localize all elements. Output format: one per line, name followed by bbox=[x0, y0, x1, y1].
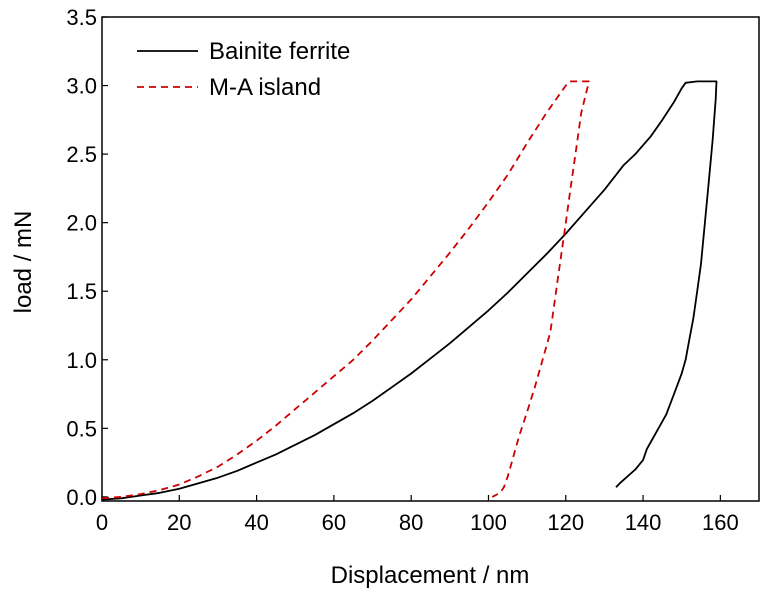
legend-label: M-A island bbox=[209, 74, 321, 101]
x-tick-label: 140 bbox=[625, 510, 662, 535]
y-tick-label: 0.0 bbox=[66, 485, 97, 510]
y-tick-label: 0.5 bbox=[66, 416, 97, 441]
y-tick-label: 2.0 bbox=[66, 211, 97, 236]
x-tick-label: 160 bbox=[702, 510, 739, 535]
y-axis-ticks: 0.0 0.5 1.0 1.5 2.0 2.5 3.0 3.5 bbox=[66, 5, 108, 510]
legend: Bainite ferrite M-A island bbox=[137, 38, 350, 101]
x-tick-label: 20 bbox=[167, 510, 191, 535]
series-line-m-a-island bbox=[101, 80, 590, 500]
x-tick-label: 40 bbox=[244, 510, 268, 535]
series-line-bainite-ferrite bbox=[101, 80, 718, 501]
x-tick-label: 60 bbox=[322, 510, 346, 535]
y-tick-label: 3.5 bbox=[66, 5, 97, 30]
y-tick-label: 1.5 bbox=[66, 279, 97, 304]
x-tick-label: 120 bbox=[547, 510, 584, 535]
series-layer bbox=[101, 80, 718, 501]
x-tick-label: 100 bbox=[470, 510, 507, 535]
x-tick-label: 0 bbox=[96, 510, 108, 535]
x-axis-label: Displacement / nm bbox=[331, 562, 530, 589]
y-tick-label: 3.0 bbox=[66, 74, 97, 99]
x-tick-label: 80 bbox=[399, 510, 423, 535]
y-tick-label: 2.5 bbox=[66, 142, 97, 167]
y-axis-label: load / mN bbox=[10, 211, 37, 314]
y-tick-label: 1.0 bbox=[66, 348, 97, 373]
plot-frame bbox=[101, 16, 760, 502]
legend-label: Bainite ferrite bbox=[209, 38, 350, 65]
x-axis-ticks: 0 20 40 60 80 100 120 140 160 bbox=[96, 495, 739, 535]
